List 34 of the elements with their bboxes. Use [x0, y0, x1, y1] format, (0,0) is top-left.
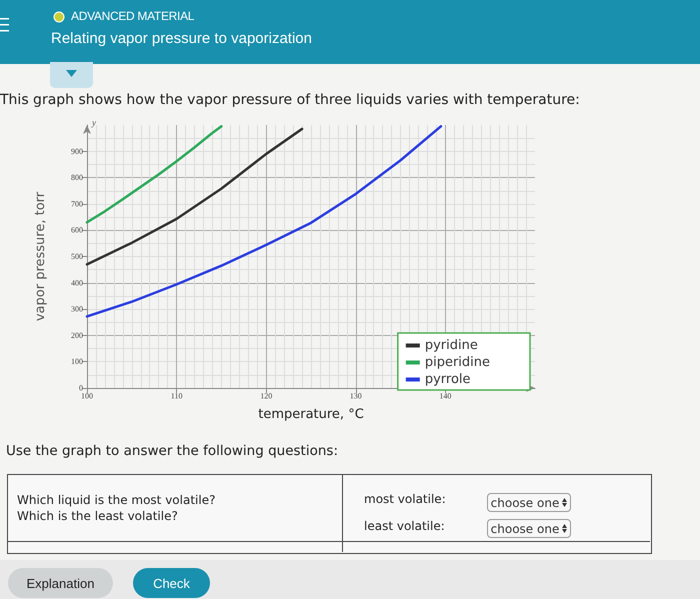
text: most volatile:	[364, 492, 446, 506]
chart-subtitle: This graph shows how the vapor pressure of three liquids varies with temperature:	[0, 92, 580, 108]
x-tick-label: 100	[81, 392, 93, 400]
annotation: y	[91, 118, 96, 128]
legend-label: pyrrole	[424, 372, 471, 387]
chart-title: Relating vapor pressure to vaporization	[51, 30, 312, 47]
legend-label: pyridine	[424, 338, 478, 353]
y-tick-label: 200	[71, 330, 83, 340]
text: ADVANCED MATERIAL	[71, 9, 194, 23]
y-tick-label: 700	[71, 199, 83, 208]
text: Check	[133, 568, 210, 598]
y-tick-label: 800	[71, 173, 83, 182]
text: choose one	[490, 496, 560, 510]
y-tick-label: 300	[71, 304, 83, 314]
text: Use the graph to answer the following questions:	[6, 443, 338, 459]
text: Which is the least volatile?	[17, 509, 178, 523]
text: choose one	[490, 522, 560, 536]
x-tick-label: 140	[439, 392, 452, 400]
y-tick-label: 0	[79, 384, 83, 392]
x-axis-title: temperature, °C	[258, 407, 364, 422]
y-tick-label: 100	[71, 357, 83, 366]
x-tick-label: 130	[350, 392, 362, 400]
x-tick-label: 120	[260, 392, 272, 400]
y-axis-title: vapor pressure, torr	[33, 191, 48, 322]
line-series	[86, 128, 304, 266]
text: Explanation	[8, 568, 113, 598]
text: Which liquid is the most volatile?	[17, 493, 216, 507]
y-tick-label: 500	[71, 252, 83, 261]
y-tick-label: 600	[71, 226, 83, 235]
x-tick-label: 110	[170, 392, 182, 400]
y-tick-label: 400	[71, 278, 83, 288]
y-tick-label: 900	[71, 146, 83, 156]
text: least volatile:	[364, 519, 445, 533]
legend-label: piperidine	[424, 355, 490, 370]
